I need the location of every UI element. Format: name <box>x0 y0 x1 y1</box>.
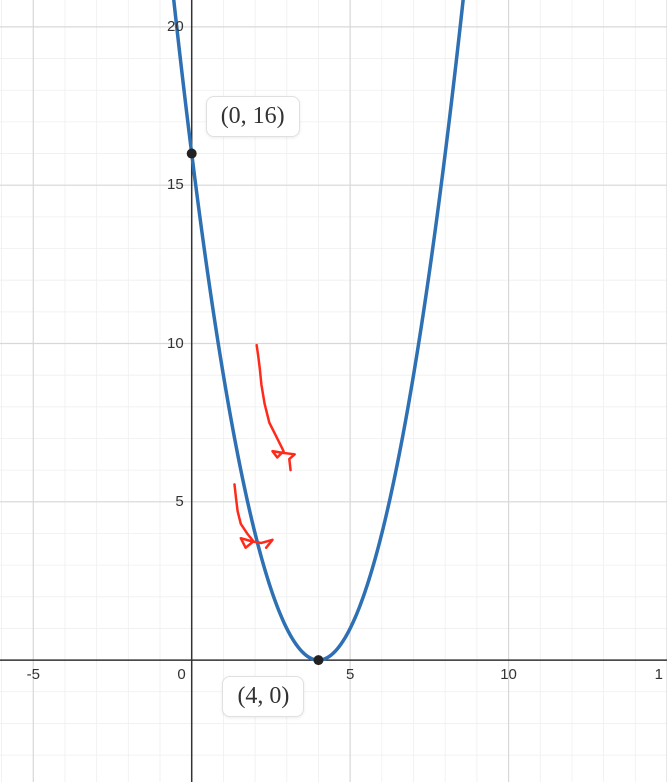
axis-tick-label: 15 <box>167 176 184 193</box>
axis-tick-label: 10 <box>167 335 184 352</box>
axis-tick-label: 20 <box>167 18 184 35</box>
axis-tick-label: 10 <box>500 666 517 683</box>
point-label-0-16: (0, 16) <box>206 96 300 137</box>
parabola-chart: (0, 16) (4, 0) -5051015101520 <box>0 0 667 782</box>
axis-tick-label: -5 <box>27 666 40 683</box>
axis-tick-label: 1 <box>655 666 663 683</box>
axis-tick-label: 0 <box>177 666 185 683</box>
axis-tick-label: 5 <box>346 666 354 683</box>
chart-svg <box>0 0 667 782</box>
axis-tick-label: 5 <box>175 493 183 510</box>
point-label-4-0: (4, 0) <box>222 676 304 717</box>
